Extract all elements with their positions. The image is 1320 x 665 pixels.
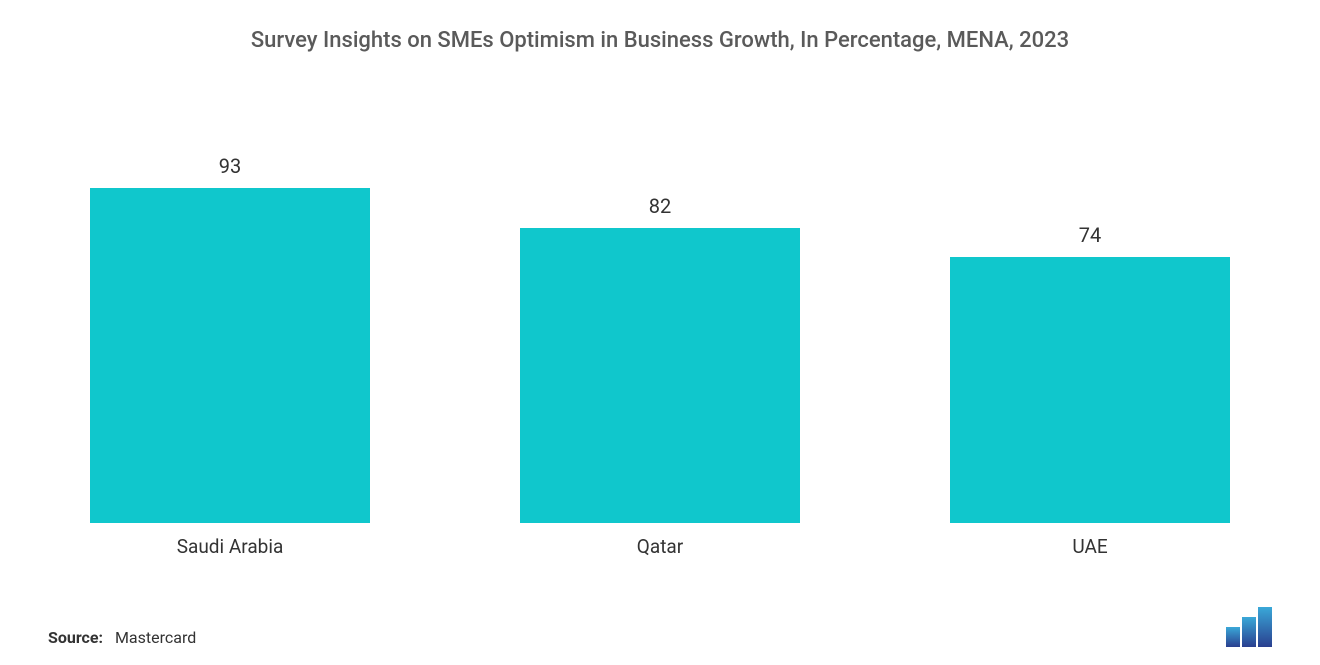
bar-value-label: 82	[649, 194, 671, 218]
logo-bar	[1242, 617, 1256, 647]
bar-value-label: 74	[1079, 223, 1101, 247]
logo-bar	[1258, 607, 1272, 647]
x-axis-label: Qatar	[520, 535, 800, 558]
bar-rect	[90, 188, 370, 523]
logo-bar	[1226, 627, 1240, 647]
chart-plot-area: 93 82 74	[60, 93, 1260, 523]
bar-value-label: 93	[219, 154, 241, 178]
bar-group: 93	[90, 154, 370, 523]
source-name: Mastercard	[115, 628, 196, 647]
chart-footer: Source: Mastercard	[48, 607, 1272, 647]
source-prefix: Source:	[48, 628, 103, 647]
x-axis-label: Saudi Arabia	[90, 535, 370, 558]
chart-source: Source: Mastercard	[48, 628, 196, 647]
bar-rect	[520, 228, 800, 523]
brand-logo-icon	[1226, 607, 1272, 647]
x-axis-label: UAE	[950, 535, 1230, 558]
bar-rect	[950, 257, 1230, 523]
chart-title: Survey Insights on SMEs Optimism in Busi…	[0, 0, 1320, 63]
bar-group: 74	[950, 223, 1230, 523]
bar-group: 82	[520, 194, 800, 523]
